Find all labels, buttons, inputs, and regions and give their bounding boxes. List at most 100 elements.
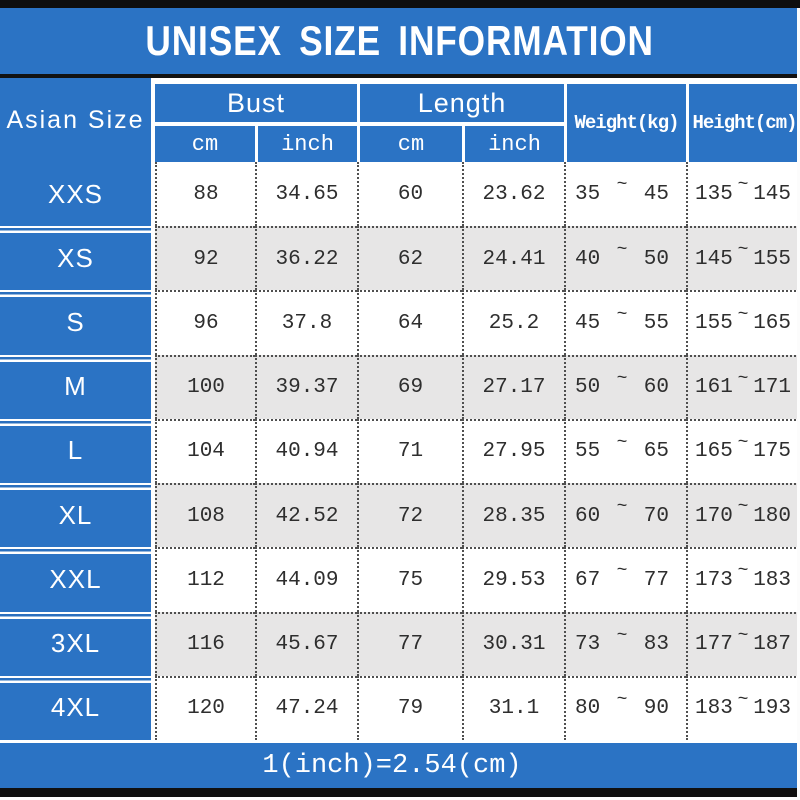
weight-min-value: 80 xyxy=(575,697,601,721)
height-tilde: ~ xyxy=(737,689,749,710)
length-cm-value: 77 xyxy=(357,611,462,676)
top-border-bar xyxy=(0,0,800,8)
height-range: 155 ~ 165 xyxy=(686,290,800,355)
bust-cm-value: 104 xyxy=(155,418,255,484)
length-inch-value: 27.17 xyxy=(462,354,564,419)
height-min-value: 161 xyxy=(695,376,733,400)
weight-max-value: 50 xyxy=(643,247,669,271)
bottom-edge xyxy=(0,797,800,800)
height-tilde: ~ xyxy=(737,497,749,518)
table-row: L 104 40.94 71 27.95 55 ~ 65 165 ~ 175 xyxy=(0,418,800,484)
weight-tilde: ~ xyxy=(616,304,628,325)
table-row: 4XL 120 47.24 79 31.1 80 ~ 90 183 ~ 193 xyxy=(0,675,800,740)
weight-max-value: 55 xyxy=(643,312,669,336)
table-body: XXS 88 34.65 60 23.62 35 ~ 45 135 ~ 145 … xyxy=(0,162,800,740)
weight-max-value: 70 xyxy=(643,504,669,528)
height-max-value: 187 xyxy=(753,633,791,657)
weight-min-value: 35 xyxy=(575,182,601,206)
bust-cm-value: 108 xyxy=(155,483,255,548)
size-row-label: XXL xyxy=(0,547,155,612)
table-row: 3XL 116 45.67 77 30.31 73 ~ 83 177 ~ 187 xyxy=(0,611,800,676)
size-row-label: L xyxy=(0,418,155,484)
height-tilde: ~ xyxy=(737,304,749,325)
height-tilde: ~ xyxy=(737,561,749,582)
length-cm-value: 64 xyxy=(357,290,462,355)
height-tilde: ~ xyxy=(737,368,749,389)
height-tilde: ~ xyxy=(737,175,749,196)
height-range: 183 ~ 193 xyxy=(686,675,800,740)
height-range: 177 ~ 187 xyxy=(686,611,800,676)
header-bust-cm: cm xyxy=(155,126,255,162)
bust-inch-value: 37.8 xyxy=(255,290,357,355)
weight-range: 80 ~ 90 xyxy=(564,675,686,740)
length-inch-value: 23.62 xyxy=(462,162,564,227)
weight-range: 60 ~ 70 xyxy=(564,483,686,548)
bust-inch-value: 36.22 xyxy=(255,226,357,291)
bust-inch-value: 47.24 xyxy=(255,675,357,740)
right-edge xyxy=(797,8,800,800)
height-min-value: 183 xyxy=(695,697,733,721)
weight-max-value: 65 xyxy=(643,440,669,464)
height-min-value: 155 xyxy=(695,312,733,336)
height-tilde: ~ xyxy=(737,432,749,453)
bust-inch-value: 39.37 xyxy=(255,354,357,419)
weight-max-value: 77 xyxy=(643,568,669,592)
weight-min-value: 45 xyxy=(575,312,601,336)
table-row: M 100 39.37 69 27.17 50 ~ 60 161 ~ 171 xyxy=(0,354,800,419)
height-range: 145 ~ 155 xyxy=(686,226,800,291)
weight-range: 50 ~ 60 xyxy=(564,354,686,419)
bust-inch-value: 44.09 xyxy=(255,547,357,612)
title-divider xyxy=(0,74,800,78)
weight-tilde: ~ xyxy=(616,175,628,196)
weight-range: 40 ~ 50 xyxy=(564,226,686,291)
length-inch-value: 31.1 xyxy=(462,675,564,740)
height-min-value: 177 xyxy=(695,633,733,657)
size-row-label: M xyxy=(0,354,155,419)
conversion-note: 1(inch)=2.54(cm) xyxy=(262,750,522,781)
bust-cm-value: 96 xyxy=(155,290,255,355)
length-inch-value: 29.53 xyxy=(462,547,564,612)
header-weight: Weight(kg) xyxy=(564,84,686,162)
height-min-value: 170 xyxy=(695,504,733,528)
height-max-value: 183 xyxy=(753,568,791,592)
weight-max-value: 83 xyxy=(643,633,669,657)
weight-range: 45 ~ 55 xyxy=(564,290,686,355)
weight-min-value: 67 xyxy=(575,568,601,592)
weight-tilde: ~ xyxy=(616,689,628,710)
size-row-label: XL xyxy=(0,483,155,548)
length-cm-value: 75 xyxy=(357,547,462,612)
weight-min-value: 40 xyxy=(575,247,601,271)
bust-cm-value: 120 xyxy=(155,675,255,740)
height-min-value: 173 xyxy=(695,568,733,592)
weight-tilde: ~ xyxy=(616,497,628,518)
length-inch-value: 30.31 xyxy=(462,611,564,676)
conversion-banner: 1(inch)=2.54(cm) xyxy=(0,743,800,788)
length-cm-value: 60 xyxy=(357,162,462,227)
bust-inch-value: 34.65 xyxy=(255,162,357,227)
table-row: XS 92 36.22 62 24.41 40 ~ 50 145 ~ 155 xyxy=(0,226,800,291)
weight-min-value: 73 xyxy=(575,633,601,657)
bust-inch-value: 40.94 xyxy=(255,418,357,484)
weight-max-value: 90 xyxy=(643,697,669,721)
length-cm-value: 71 xyxy=(357,418,462,484)
length-inch-value: 25.2 xyxy=(462,290,564,355)
weight-tilde: ~ xyxy=(616,240,628,261)
height-max-value: 145 xyxy=(753,182,791,206)
header-bust-inch: inch xyxy=(255,126,357,162)
height-tilde: ~ xyxy=(737,625,749,646)
size-row-label: 3XL xyxy=(0,611,155,676)
bust-cm-value: 112 xyxy=(155,547,255,612)
weight-range: 73 ~ 83 xyxy=(564,611,686,676)
height-range: 135 ~ 145 xyxy=(686,162,800,227)
title-banner: UNISEX SIZE INFORMATION xyxy=(0,8,800,74)
footer-gap xyxy=(0,740,800,743)
height-min-value: 165 xyxy=(695,440,733,464)
height-range: 165 ~ 175 xyxy=(686,418,800,484)
page-title: UNISEX SIZE INFORMATION xyxy=(145,17,655,64)
bust-inch-value: 42.52 xyxy=(255,483,357,548)
height-max-value: 180 xyxy=(753,504,791,528)
height-max-value: 155 xyxy=(753,247,791,271)
bust-cm-value: 100 xyxy=(155,354,255,419)
weight-min-value: 50 xyxy=(575,376,601,400)
